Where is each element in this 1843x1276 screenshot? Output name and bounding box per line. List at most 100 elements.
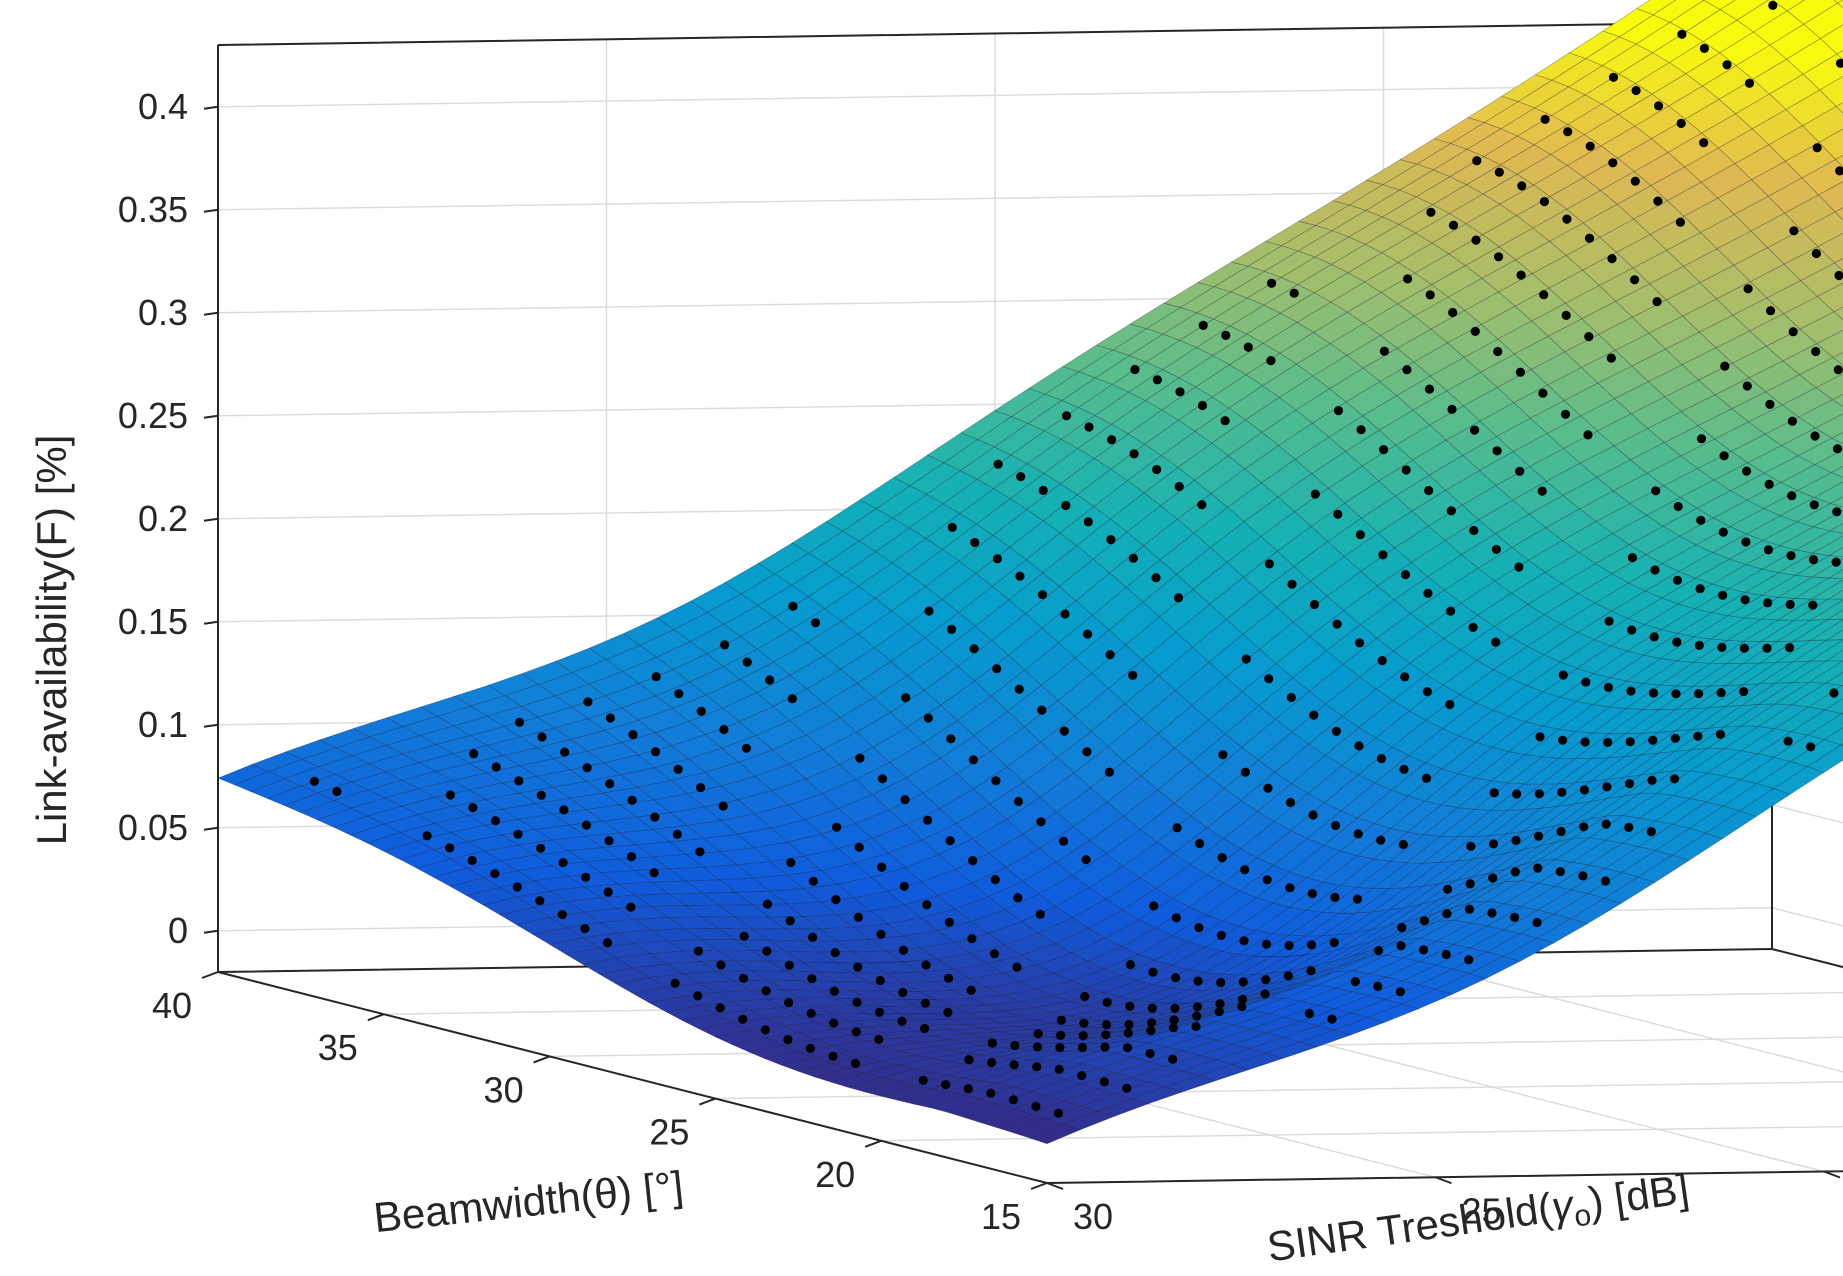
sample-point	[1534, 789, 1544, 799]
sample-point	[1077, 1042, 1088, 1053]
sample-point	[490, 816, 501, 826]
sample-point	[1015, 571, 1025, 581]
surface-patch	[1796, 472, 1843, 498]
surface-patch	[1836, 50, 1843, 61]
surface-patch	[1819, 24, 1843, 55]
sample-point	[1603, 682, 1613, 693]
sample-point	[1743, 284, 1753, 294]
x-axis-label: Beamwidth(θ) [°]	[371, 1162, 685, 1241]
sample-point	[1309, 599, 1320, 610]
sample-point	[1768, 0, 1778, 10]
sample-point	[1670, 733, 1680, 743]
sample-point	[944, 917, 955, 927]
sample-point	[1215, 999, 1225, 1009]
sample-point	[1218, 750, 1228, 760]
beamwidth-tick-mark	[533, 1055, 550, 1064]
sample-point	[445, 843, 455, 853]
sample-point	[1032, 1062, 1042, 1072]
sample-point	[1261, 939, 1272, 949]
sample-point	[1400, 672, 1410, 682]
sample-point	[1240, 865, 1250, 875]
sample-point	[1510, 867, 1520, 877]
sample-point	[1579, 822, 1589, 832]
sample-point	[1175, 387, 1185, 397]
sample-point	[1784, 643, 1795, 653]
sample-point	[1470, 326, 1480, 336]
sample-point	[1693, 731, 1703, 741]
sample-point	[1670, 774, 1680, 784]
sample-point	[1809, 500, 1819, 510]
sample-point	[1601, 819, 1611, 829]
z-tick-mark	[203, 105, 219, 110]
sample-point	[1785, 599, 1795, 610]
surface-patch	[1808, 660, 1843, 684]
sample-point	[784, 960, 794, 970]
sample-point	[1310, 489, 1320, 499]
sample-point	[1763, 598, 1773, 608]
sample-point	[788, 601, 798, 611]
sample-point	[559, 805, 569, 815]
sample-point	[1061, 500, 1071, 511]
sample-point	[1788, 327, 1798, 337]
sample-point	[1578, 871, 1588, 881]
beamwidth-tick-mark	[864, 1139, 882, 1148]
sample-point	[469, 749, 479, 759]
sample-point	[537, 732, 547, 742]
sample-point	[1123, 1043, 1133, 1053]
sample-point	[1055, 1042, 1065, 1053]
sample-point	[1699, 43, 1709, 54]
sample-point	[1647, 775, 1657, 786]
sample-point	[900, 795, 910, 805]
surface-patch	[1772, 0, 1806, 12]
sample-point	[1716, 688, 1726, 698]
sample-point	[1789, 226, 1799, 236]
sample-point	[1811, 248, 1821, 259]
sample-point	[1539, 197, 1549, 207]
sample-point	[1243, 342, 1253, 352]
sample-point	[784, 998, 794, 1008]
surface-patch	[1792, 618, 1843, 642]
surface-patch	[1802, 105, 1843, 143]
sample-point	[1426, 207, 1436, 217]
sample-point	[964, 1055, 974, 1065]
sample-point	[673, 764, 683, 775]
surface-patch	[1816, 282, 1843, 313]
beamwidth-tick-label: 20	[815, 1154, 855, 1195]
sample-point	[1604, 616, 1614, 626]
sample-point	[1101, 1020, 1112, 1030]
sample-point	[605, 713, 616, 723]
sample-point	[1694, 689, 1704, 699]
sample-point	[1146, 1026, 1156, 1036]
sample-point	[876, 929, 886, 939]
sample-point	[695, 847, 705, 857]
sample-point	[1352, 894, 1362, 904]
beamwidth-grid-line	[881, 1125, 1843, 1142]
sample-point	[1036, 817, 1046, 827]
sample-point	[1829, 688, 1839, 698]
sample-point	[1762, 643, 1772, 653]
sample-point	[1425, 290, 1435, 300]
sample-point	[1239, 936, 1249, 946]
sample-point	[899, 881, 909, 891]
sample-point	[1399, 764, 1409, 775]
sample-point	[1631, 85, 1641, 96]
sample-point	[512, 882, 522, 892]
surface-patch	[1823, 727, 1843, 746]
sample-point	[1537, 486, 1547, 496]
sample-point	[945, 836, 955, 846]
sample-point	[1446, 506, 1456, 516]
sample-point	[1491, 637, 1501, 647]
sample-point	[715, 1003, 725, 1013]
sample-point	[969, 644, 979, 654]
sample-point	[1448, 220, 1459, 230]
sample-point	[923, 815, 933, 825]
sample-point	[1037, 705, 1047, 715]
sample-point	[536, 843, 546, 853]
sample-point	[1510, 912, 1520, 923]
sample-point	[760, 1025, 770, 1035]
sample-point	[1285, 797, 1296, 808]
sample-point	[1512, 789, 1522, 799]
z-tick-label: 0.25	[118, 395, 188, 436]
sample-point	[1608, 72, 1619, 82]
surface-patch	[1809, 599, 1843, 621]
